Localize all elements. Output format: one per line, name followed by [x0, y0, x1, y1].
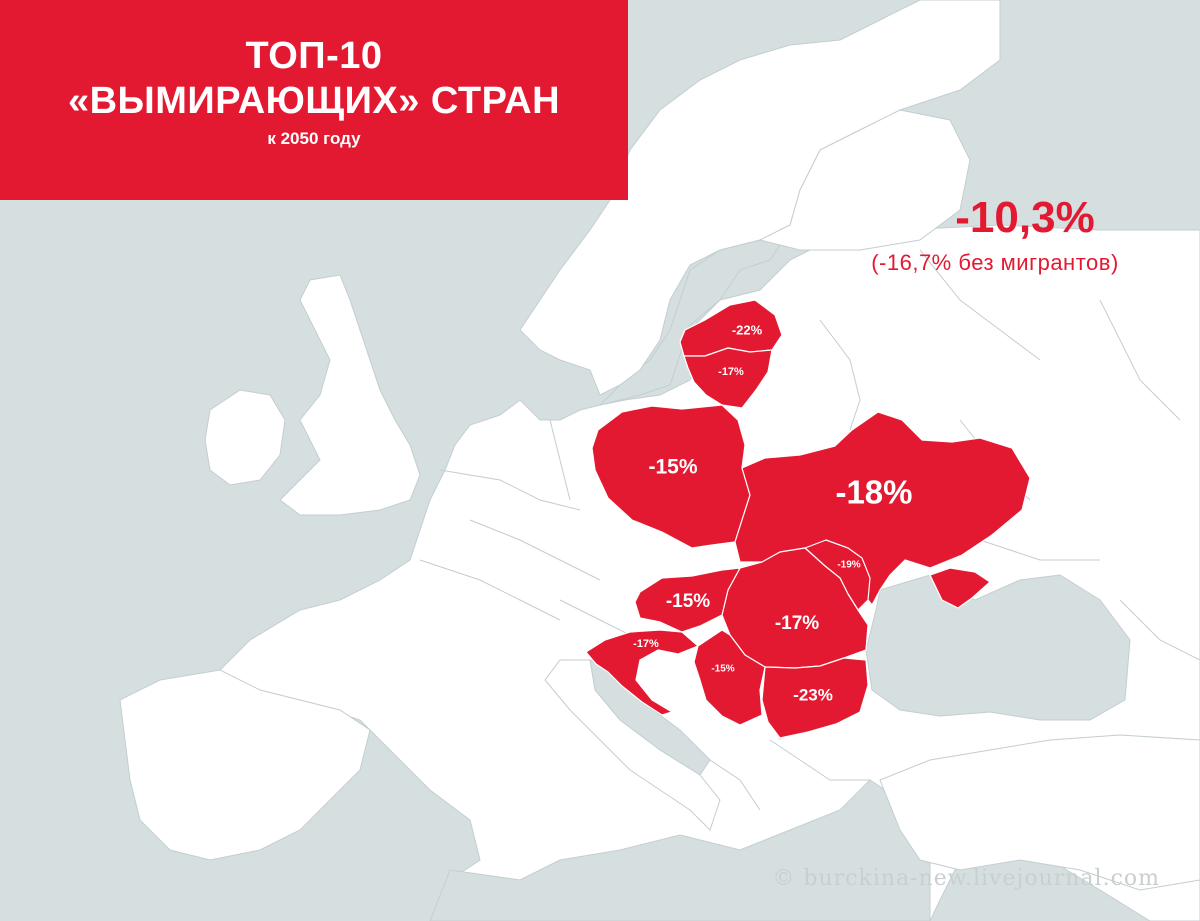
country-lithuania — [683, 347, 773, 409]
country-serbia — [693, 629, 766, 726]
title-line2: «ВЫМИРАЮЩИХ» СТРАН — [67, 80, 561, 122]
label-moldova: -19% — [837, 560, 860, 571]
label-hungary: -15% — [666, 591, 710, 612]
country-crimea — [929, 567, 991, 609]
label-serbia: -15% — [711, 664, 734, 675]
country-borders-background — [419, 249, 1200, 811]
land-iberia — [119, 669, 371, 861]
label-lithuania: -17% — [718, 366, 744, 378]
land-italy — [544, 659, 721, 831]
title-subtitle: к 2050 году — [267, 129, 361, 148]
land-great-britain — [279, 274, 421, 516]
label-poland: -15% — [648, 456, 697, 479]
label-croatia: -17% — [633, 638, 659, 650]
label-romania: -17% — [775, 613, 819, 634]
total-note: (-16,7% без мигрантов) — [871, 250, 1119, 275]
label-latvia: -22% — [732, 322, 763, 337]
title-line1: ТОП-10 — [245, 35, 383, 77]
land-ireland — [204, 389, 286, 486]
total-percentage: -10,3% — [955, 193, 1095, 242]
land-finland — [758, 109, 971, 251]
label-bulgaria: -23% — [793, 685, 833, 704]
title-panel: ТОП-10 «ВЫМИРАЮЩИХ» СТРАН к 2050 году — [0, 0, 628, 200]
black-sea — [865, 574, 1131, 721]
land-anatolia — [879, 734, 1200, 891]
country-hungary — [634, 567, 741, 633]
country-bulgaria — [761, 657, 869, 739]
label-ukraine: -18% — [835, 474, 912, 511]
country-croatia — [585, 629, 699, 716]
credit-watermark: © burckina-new.livejournal.com — [772, 866, 1160, 891]
